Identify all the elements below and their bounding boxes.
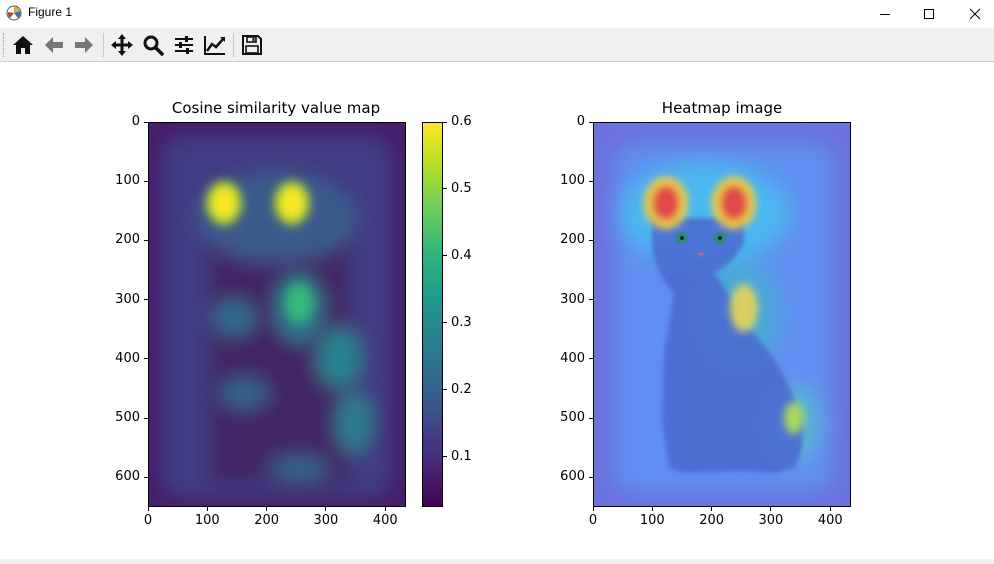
maximize-icon: [924, 9, 934, 19]
x-tick-label: 100: [639, 513, 665, 528]
plot-title-similarity: Cosine similarity value map: [171, 99, 381, 117]
y-tick-label: 100: [115, 173, 140, 189]
y-tick-label: 600: [560, 469, 585, 485]
y-tick-label: 200: [115, 232, 140, 248]
forward-button[interactable]: [70, 31, 98, 59]
colorbar-tick-label: 0.5: [451, 180, 472, 196]
matplotlib-icon: [6, 5, 22, 21]
close-button[interactable]: [952, 0, 994, 28]
y-tick-label: 300: [115, 291, 140, 307]
configure-subplots-button[interactable]: [170, 31, 198, 59]
colorbar-tick-mark: [443, 255, 447, 257]
toolbar-grip[interactable]: [3, 33, 6, 57]
colorbar-tick-label: 0.3: [451, 314, 472, 330]
y-tick-mark: [589, 417, 593, 419]
maximize-button[interactable]: [906, 0, 952, 28]
edit-axes-icon: [204, 36, 225, 55]
similarity-map-axes[interactable]: [148, 122, 406, 507]
y-tick-mark: [589, 476, 593, 478]
pan-icon: [111, 34, 133, 56]
figure-canvas[interactable]: Cosine similarity value map: [0, 62, 994, 559]
x-tick-label: 200: [254, 513, 280, 528]
x-tick-mark: [829, 507, 831, 511]
y-tick-mark: [589, 299, 593, 301]
back-button[interactable]: [40, 31, 68, 59]
x-tick-mark: [711, 507, 713, 511]
home-icon: [13, 36, 33, 54]
configure-subplots-icon: [175, 36, 193, 54]
y-tick-mark: [144, 417, 148, 419]
colorbar-tick-mark: [443, 322, 447, 324]
edit-axes-button[interactable]: [201, 31, 229, 59]
close-icon: [969, 8, 981, 20]
home-button[interactable]: [9, 31, 37, 59]
minimize-icon: [880, 14, 890, 15]
y-tick-mark: [589, 358, 593, 360]
forward-arrow-icon: [75, 37, 93, 53]
status-bar: [0, 559, 994, 564]
pan-button[interactable]: [108, 31, 136, 59]
window-titlebar: Figure 1: [0, 0, 994, 28]
y-tick-label: 400: [560, 350, 585, 366]
y-tick-label: 400: [115, 350, 140, 366]
plot-title-heatmap: Heatmap image: [661, 99, 783, 117]
x-tick-label: 400: [372, 513, 398, 528]
x-tick-label: 0: [588, 513, 598, 528]
y-tick-mark: [144, 239, 148, 241]
y-tick-label: 100: [560, 173, 585, 189]
zoom-icon: [143, 35, 164, 56]
window-title: Figure 1: [28, 5, 73, 19]
y-tick-mark: [144, 476, 148, 478]
colorbar-tick-mark: [443, 188, 447, 190]
y-tick-label: 500: [560, 410, 585, 426]
colorbar: [422, 122, 443, 507]
colorbar-tick-label: 0.2: [451, 381, 472, 397]
x-tick-label: 0: [143, 513, 153, 528]
y-tick-mark: [144, 299, 148, 301]
y-tick-label: 0: [576, 114, 585, 129]
y-tick-label: 0: [131, 114, 140, 129]
toolbar-separator: [233, 33, 234, 57]
back-arrow-icon: [45, 37, 63, 53]
y-tick-mark: [589, 121, 593, 123]
x-tick-label: 200: [699, 513, 725, 528]
save-button[interactable]: [238, 31, 266, 59]
x-tick-label: 300: [313, 513, 339, 528]
y-tick-mark: [144, 358, 148, 360]
colorbar-tick-label: 0.6: [451, 114, 472, 129]
toolbar-separator: [103, 33, 104, 57]
x-tick-label: 400: [817, 513, 843, 528]
colorbar-tick-mark: [443, 456, 447, 458]
x-tick-label: 100: [194, 513, 220, 528]
heatmap-image-axes[interactable]: [593, 122, 851, 507]
y-tick-mark: [144, 121, 148, 123]
x-tick-mark: [266, 507, 268, 511]
x-tick-label: 300: [758, 513, 784, 528]
similarity-map-image: [149, 123, 405, 506]
y-tick-mark: [589, 180, 593, 182]
colorbar-tick-mark: [443, 389, 447, 391]
minimize-button[interactable]: [862, 0, 908, 28]
x-tick-mark: [770, 507, 772, 511]
x-tick-mark: [325, 507, 327, 511]
colorbar-tick-label: 0.4: [451, 247, 472, 263]
y-tick-label: 500: [115, 410, 140, 426]
x-tick-mark: [206, 507, 208, 511]
x-tick-mark: [592, 507, 594, 511]
navigation-toolbar: [0, 28, 994, 62]
zoom-button[interactable]: [139, 31, 167, 59]
colorbar-tick-mark: [443, 121, 447, 123]
y-tick-label: 200: [560, 232, 585, 248]
y-tick-mark: [144, 180, 148, 182]
x-tick-mark: [384, 507, 386, 511]
save-icon: [242, 35, 262, 55]
colorbar-tick-label: 0.1: [451, 448, 472, 464]
y-tick-label: 600: [115, 469, 140, 485]
y-tick-label: 300: [560, 291, 585, 307]
heatmap-overlay-image: [594, 123, 850, 506]
y-tick-mark: [589, 239, 593, 241]
x-tick-mark: [651, 507, 653, 511]
x-tick-mark: [147, 507, 149, 511]
